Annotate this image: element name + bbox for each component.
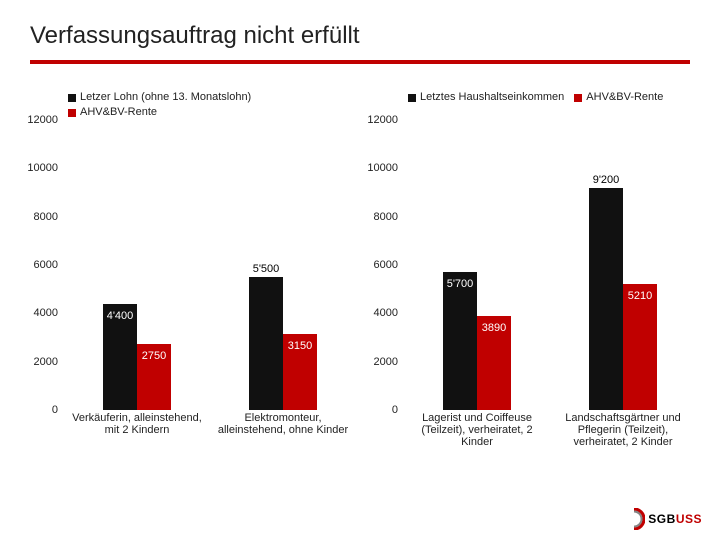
y-tick: 6000 [374, 259, 398, 271]
legend-item: AHV&BV-Rente [68, 105, 251, 120]
bar: 5'500 [249, 277, 283, 410]
bar: 9'200 [589, 188, 623, 410]
page-title: Verfassungsauftrag nicht erfüllt [30, 22, 690, 50]
y-tick: 2000 [34, 356, 58, 368]
legend-swatch [68, 109, 76, 117]
legend-label: AHV&BV-Rente [80, 105, 157, 120]
bar-value: 3890 [477, 322, 511, 334]
legend-swatch [574, 94, 582, 102]
legend-label: Letzer Lohn (ohne 13. Monatslohn) [80, 90, 251, 105]
bar-group: 9'2005210 [550, 120, 696, 410]
logo-text-black: SGB [648, 512, 676, 526]
bar: 3890 [477, 316, 511, 410]
y-tick: 12000 [27, 114, 58, 126]
bar-group: 4'400 2750 [64, 120, 210, 410]
legend-swatch [408, 94, 416, 102]
bar-value: 5'500 [249, 263, 283, 275]
y-tick: 0 [392, 404, 398, 416]
title-underline [30, 60, 690, 64]
bar-group: 5'700 3890 [404, 120, 550, 410]
logo-icon [623, 508, 645, 530]
category-label: Elektromonteur, alleinstehend, ohne Kind… [210, 410, 356, 450]
legend-item: Letztes Haushaltseinkommen [408, 90, 564, 105]
logo: SGBUSS [623, 508, 702, 530]
legend-swatch [68, 94, 76, 102]
y-tick: 12000 [367, 114, 398, 126]
bar-value: 5'700 [443, 278, 477, 290]
bar: 4'400 [103, 304, 137, 410]
y-axis-right: 020004000600080001000012000 [360, 120, 404, 410]
charts-container: Letzer Lohn (ohne 13. Monatslohn)AHV&BV-… [20, 90, 700, 450]
y-tick: 4000 [34, 307, 58, 319]
bar: 3150 [283, 334, 317, 410]
category-labels-right: Lagerist und Coiffeuse (Teilzeit), verhe… [404, 410, 696, 450]
y-tick: 4000 [374, 307, 398, 319]
bar-group: 5'5003150 [210, 120, 356, 410]
y-tick: 8000 [374, 211, 398, 223]
logo-text-red: USS [676, 512, 702, 526]
legend-label: Letztes Haushaltseinkommen [420, 90, 564, 105]
chart-right: Letztes Haushaltseinkommen AHV&BV-Rente 0… [360, 90, 700, 450]
bar-value: 5210 [623, 290, 657, 302]
legend-left: Letzer Lohn (ohne 13. Monatslohn)AHV&BV-… [68, 90, 251, 120]
category-label: Landschaftsgärtner und Pflegerin (Teilze… [550, 410, 696, 450]
bar: 5'700 [443, 272, 477, 410]
y-axis-left: 020004000600080001000012000 [20, 120, 64, 410]
chart-left: Letzer Lohn (ohne 13. Monatslohn)AHV&BV-… [20, 90, 360, 450]
legend-right: Letztes Haushaltseinkommen AHV&BV-Rente [408, 90, 663, 105]
legend-label: AHV&BV-Rente [586, 90, 663, 105]
y-tick: 6000 [34, 259, 58, 271]
y-tick: 10000 [367, 162, 398, 174]
legend-item: Letzer Lohn (ohne 13. Monatslohn) [68, 90, 251, 105]
plot-right: 5'70038909'2005210 [404, 120, 696, 410]
legend-item: AHV&BV-Rente [574, 90, 663, 105]
y-tick: 2000 [374, 356, 398, 368]
bar-value: 3150 [283, 340, 317, 352]
y-tick: 0 [52, 404, 58, 416]
bar: 2750 [137, 344, 171, 410]
category-labels-left: Verkäuferin, alleinstehend, mit 2 Kinder… [64, 410, 356, 450]
bar-value: 9'200 [589, 174, 623, 186]
bar: 5210 [623, 284, 657, 410]
y-tick: 8000 [34, 211, 58, 223]
bar-value: 4'400 [103, 310, 137, 322]
plot-left: 4'40027505'5003150 [64, 120, 356, 410]
category-label: Lagerist und Coiffeuse (Teilzeit), verhe… [404, 410, 550, 450]
category-label: Verkäuferin, alleinstehend, mit 2 Kinder… [64, 410, 210, 450]
bar-value: 2750 [137, 350, 171, 362]
y-tick: 10000 [27, 162, 58, 174]
